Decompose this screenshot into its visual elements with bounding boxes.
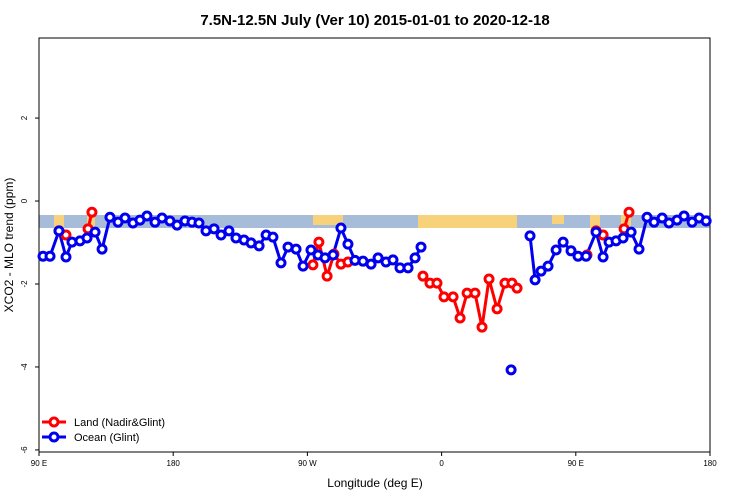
data-point: [415, 241, 427, 253]
data-point: [565, 245, 577, 257]
x-tick-label: 0: [439, 459, 444, 468]
data-point: [193, 217, 205, 229]
data-point: [208, 223, 220, 235]
plot-frame: [38, 37, 711, 453]
data-point: [617, 232, 629, 244]
data-point: [119, 212, 131, 224]
data-point: [96, 243, 108, 255]
data-point: [625, 226, 637, 238]
data-point: [327, 249, 339, 261]
data-point: [267, 231, 279, 243]
data-point: [86, 206, 98, 218]
x-tick-label: 180: [703, 459, 717, 468]
data-point: [223, 225, 235, 237]
x-axis-label: Longitude (deg E): [327, 476, 422, 490]
data-point: [215, 229, 227, 241]
x-tick-label: 180: [167, 459, 181, 468]
data-point: [342, 238, 354, 250]
data-point: [275, 257, 287, 269]
data-point: [53, 225, 65, 237]
data-point: [81, 232, 93, 244]
data-point: [511, 282, 523, 294]
data-point: [469, 287, 481, 299]
data-point: [431, 277, 443, 289]
data-point: [321, 270, 333, 282]
data-point: [60, 251, 72, 263]
data-point: [417, 270, 429, 282]
data-point: [483, 273, 495, 285]
data-point: [535, 265, 547, 277]
data-point: [491, 303, 503, 315]
data-point: [305, 244, 317, 256]
data-point: [476, 321, 488, 333]
x-tick-label: 90 E: [31, 459, 47, 468]
y-tick-label: 2: [20, 115, 29, 120]
data-point: [656, 212, 668, 224]
data-point: [524, 230, 536, 242]
data-point: [700, 215, 712, 227]
data-point: [454, 312, 466, 324]
data-point: [648, 216, 660, 228]
data-point: [253, 240, 265, 252]
data-point: [623, 206, 635, 218]
data-point: [44, 250, 56, 262]
y-tick-label: -4: [20, 363, 29, 371]
data-point: [529, 274, 541, 286]
data-point: [597, 251, 609, 263]
data-point: [505, 364, 517, 376]
data-point: [557, 236, 569, 248]
data-point: [580, 250, 592, 262]
data-point: [365, 258, 377, 270]
data-point: [313, 236, 325, 248]
data-point: [590, 226, 602, 238]
data-point: [335, 222, 347, 234]
data-point: [550, 244, 562, 256]
data-point: [633, 243, 645, 255]
data-point: [542, 260, 554, 272]
chart-title: 7.5N-12.5N July (Ver 10) 2015-01-01 to 2…: [200, 12, 549, 29]
y-tick-label: 0: [20, 198, 29, 203]
x-tick-label: 90 E: [568, 459, 584, 468]
data-point: [641, 211, 653, 223]
y-tick-label: -2: [20, 280, 29, 288]
data-point: [372, 252, 384, 264]
data-point: [104, 211, 116, 223]
data-point: [290, 243, 302, 255]
y-tick-label: -6: [20, 446, 29, 454]
data-point: [402, 262, 414, 274]
legend-label: Ocean (Glint): [74, 432, 139, 444]
data-point: [89, 226, 101, 238]
data-point: [409, 252, 421, 264]
data-point: [171, 219, 183, 231]
data-point: [438, 291, 450, 303]
data-point: [307, 259, 319, 271]
data-point: [141, 210, 153, 222]
data-point: [387, 254, 399, 266]
y-axis-label: XCO2 - MLO trend (ppm): [2, 178, 16, 313]
x-tick-label: 90 W: [298, 459, 317, 468]
legend-label: Land (Nadir&Glint): [74, 417, 165, 429]
data-point: [678, 210, 690, 222]
data-point: [447, 291, 459, 303]
data-point: [297, 260, 309, 272]
legend: Land (Nadir&Glint) Ocean (Glint): [42, 416, 165, 444]
